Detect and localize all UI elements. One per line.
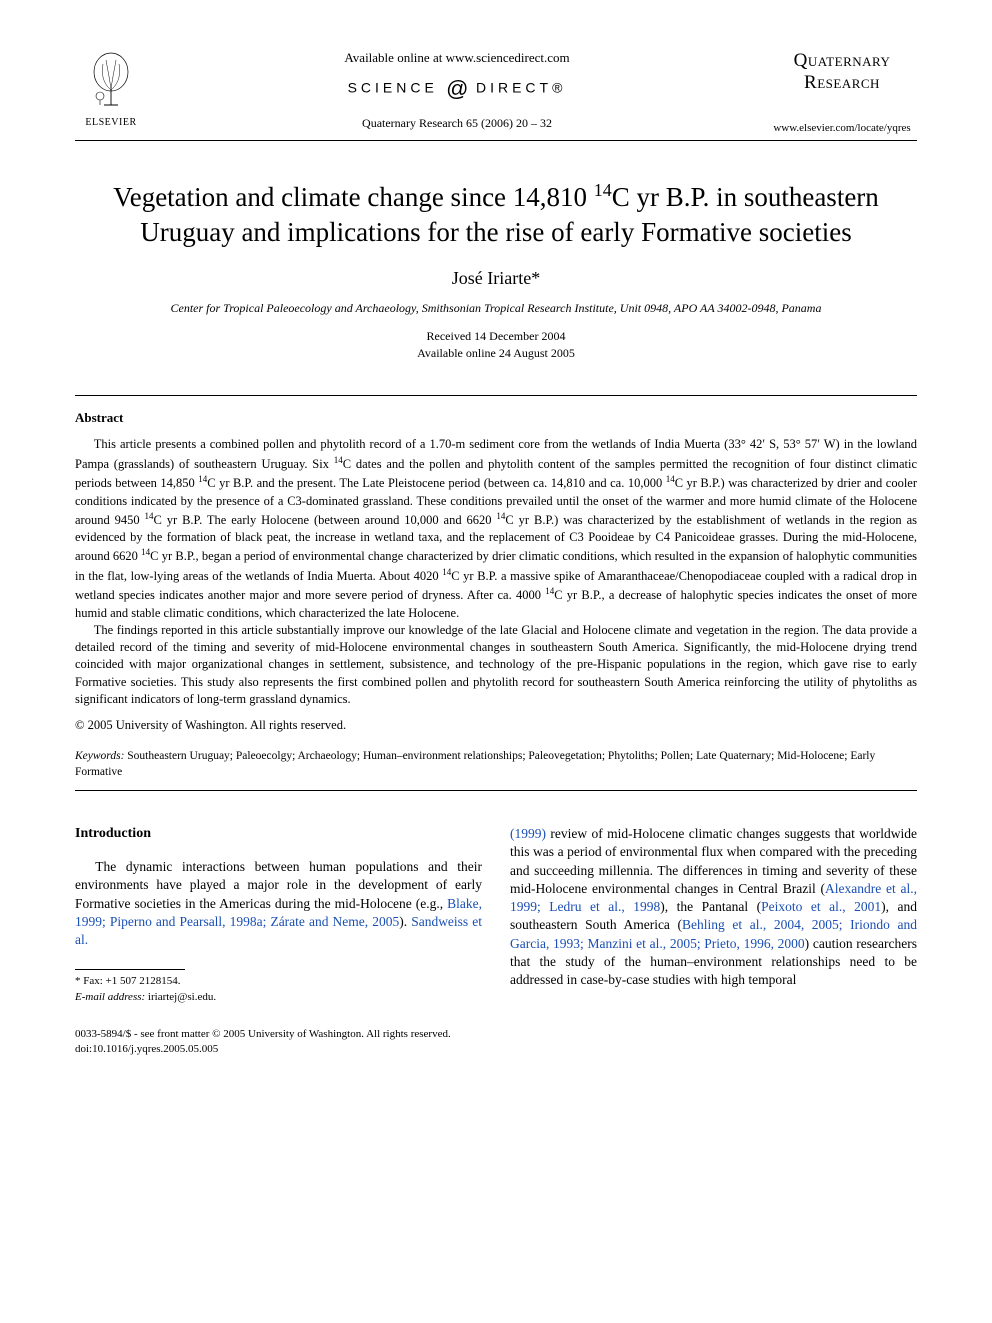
- dates-block: Received 14 December 2004 Available onli…: [75, 328, 917, 362]
- abstract-body: This article presents a combined pollen …: [75, 436, 917, 708]
- abstract-paragraph-1: This article presents a combined pollen …: [75, 436, 917, 621]
- footnote-block: * Fax: +1 507 2128154. E-mail address: i…: [75, 974, 482, 1005]
- footer-doi: doi:10.1016/j.yqres.2005.05.005: [75, 1042, 917, 1057]
- footnote-fax: * Fax: +1 507 2128154.: [75, 974, 482, 989]
- keywords-label: Keywords:: [75, 750, 124, 762]
- affiliation: Center for Tropical Paleoecology and Arc…: [75, 301, 917, 316]
- journal-reference: Quaternary Research 65 (2006) 20 – 32: [147, 116, 767, 131]
- available-online-text: Available online at www.sciencedirect.co…: [147, 50, 767, 66]
- received-date: Received 14 December 2004: [427, 329, 566, 343]
- keywords-line: Keywords: Southeastern Uruguay; Paleoeco…: [75, 749, 917, 780]
- keywords-text: Southeastern Uruguay; Paleoecolgy; Archa…: [75, 750, 875, 778]
- online-date: Available online 24 August 2005: [417, 346, 575, 360]
- email-address: iriartej@si.edu.: [145, 991, 216, 1003]
- header-row: ELSEVIER Available online at www.science…: [75, 50, 917, 134]
- abstract-paragraph-2: The findings reported in this article su…: [75, 622, 917, 708]
- header-center: Available online at www.sciencedirect.co…: [147, 50, 767, 131]
- direct-label: DIRECT®: [476, 80, 566, 96]
- right-column: (1999) review of mid-Holocene climatic c…: [510, 825, 917, 1005]
- citation[interactable]: (1999): [510, 826, 546, 841]
- page-footer: 0033-5894/$ - see front matter © 2005 Un…: [75, 1027, 917, 1058]
- footer-line-1: 0033-5894/$ - see front matter © 2005 Un…: [75, 1027, 917, 1042]
- science-label: SCIENCE: [348, 80, 438, 96]
- footnote-email-line: E-mail address: iriartej@si.edu.: [75, 990, 482, 1005]
- at-symbol: @: [446, 76, 468, 101]
- science-direct-logo: SCIENCE @ DIRECT®: [147, 76, 767, 102]
- intro-paragraph-left: The dynamic interactions between human p…: [75, 858, 482, 949]
- body-columns: Introduction The dynamic interactions be…: [75, 825, 917, 1005]
- page-container: ELSEVIER Available online at www.science…: [0, 0, 992, 1098]
- elsevier-logo: ELSEVIER: [75, 50, 147, 128]
- header-rule: [75, 140, 917, 141]
- article-title: Vegetation and climate change since 14,8…: [75, 179, 917, 250]
- elsevier-label: ELSEVIER: [75, 117, 147, 128]
- keywords-rule: [75, 790, 917, 791]
- email-label: E-mail address:: [75, 991, 145, 1003]
- journal-logo-block: Quaternary Research www.elsevier.com/loc…: [767, 50, 917, 134]
- journal-url: www.elsevier.com/locate/yqres: [767, 122, 917, 134]
- abstract-heading: Abstract: [75, 410, 917, 426]
- elsevier-tree-icon: [86, 50, 136, 110]
- introduction-heading: Introduction: [75, 825, 482, 844]
- author-line: José Iriarte*: [75, 268, 917, 289]
- copyright-line: © 2005 University of Washington. All rig…: [75, 718, 917, 733]
- left-column: Introduction The dynamic interactions be…: [75, 825, 482, 1005]
- journal-name: Quaternary Research: [767, 50, 917, 94]
- footnote-separator: [75, 969, 185, 970]
- citation[interactable]: Peixoto et al., 2001: [761, 899, 881, 914]
- intro-paragraph-right: (1999) review of mid-Holocene climatic c…: [510, 825, 917, 989]
